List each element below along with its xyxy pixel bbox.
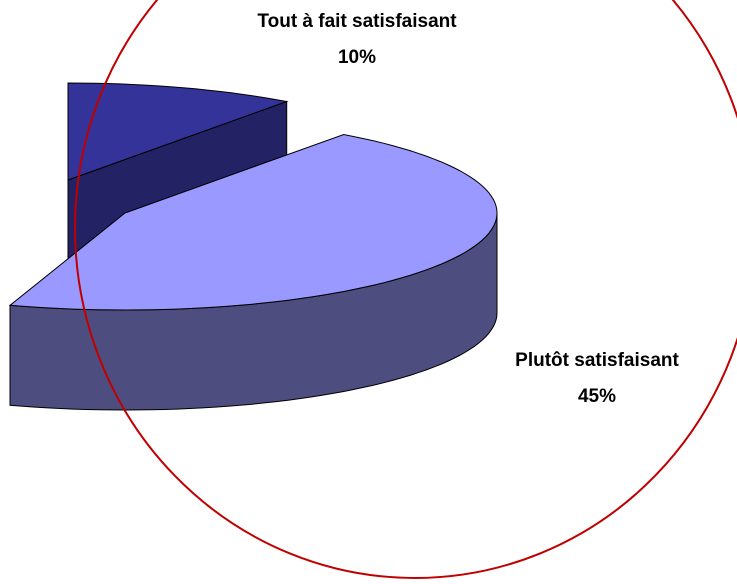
slice-label: Plutôt satisfaisant: [515, 350, 679, 371]
slice-top: [8, 133, 498, 311]
labels: Tout à fait satisfaisant 10% Plutôt satisf…: [257, 11, 679, 407]
slice-label: Tout à fait satisfaisant: [257, 11, 457, 32]
pie: [8, 82, 498, 411]
slice-top: [67, 82, 289, 181]
slice: [8, 133, 498, 411]
value-label: 10%: [338, 47, 376, 68]
annotation-circle: [74, 0, 737, 579]
value-label: 45%: [578, 386, 616, 407]
